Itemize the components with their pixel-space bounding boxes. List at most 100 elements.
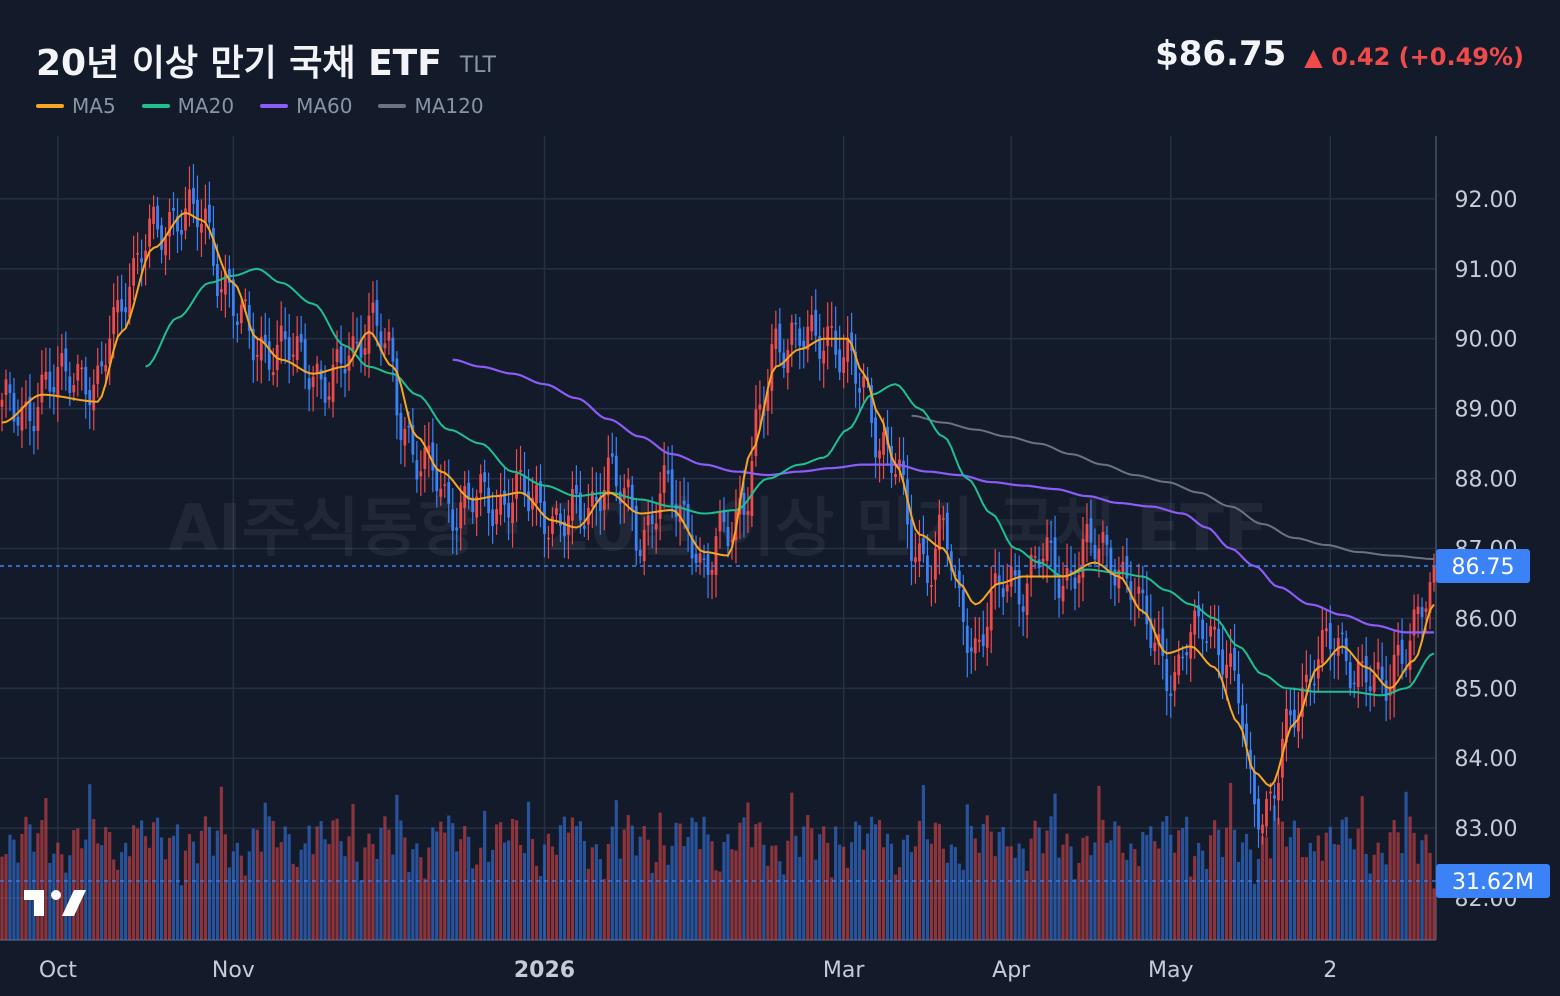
volume-bar <box>367 833 371 940</box>
volume-bar <box>291 863 295 940</box>
volume-bar <box>1165 816 1169 940</box>
volume-bar <box>1324 832 1328 940</box>
candle-body <box>1400 639 1404 664</box>
candle-body <box>1424 608 1428 613</box>
volume-bar <box>355 861 359 940</box>
candle-body <box>479 474 483 494</box>
candle-body <box>758 404 762 410</box>
volume-bar <box>1220 856 1225 940</box>
candle-body <box>1185 652 1189 656</box>
volume-bar <box>455 851 459 940</box>
volume-bar <box>889 843 894 940</box>
volume-bar <box>678 823 682 940</box>
candle-body <box>8 384 12 393</box>
candle-body <box>770 344 774 391</box>
candle-body <box>1089 518 1093 543</box>
volume-bar <box>969 825 973 940</box>
candle-body <box>602 490 606 510</box>
volume-bar <box>443 832 447 940</box>
candle-body <box>172 207 175 211</box>
volume-bar <box>20 833 24 940</box>
volume-bar <box>977 852 981 940</box>
price-change: ▲ 0.42 (+0.49%) <box>1304 43 1524 71</box>
volume-bar <box>798 856 802 940</box>
volume-bar <box>766 865 770 940</box>
x-tick-label: Oct <box>39 958 77 983</box>
candle-body <box>1149 618 1153 649</box>
candle-body <box>343 368 347 374</box>
candle-body <box>192 187 195 204</box>
candle-body <box>223 270 227 295</box>
candle-body <box>128 286 132 318</box>
volume-bar <box>1372 854 1376 940</box>
volume-bar <box>1400 853 1404 940</box>
volume-bar <box>1268 858 1273 940</box>
candle-body <box>1057 578 1061 599</box>
candle-body <box>814 309 818 336</box>
volume-bar <box>323 839 327 940</box>
candle-body <box>399 412 403 440</box>
candle-body <box>507 502 510 518</box>
volume-bar <box>96 843 100 940</box>
candle-body <box>642 529 646 562</box>
candle-body <box>794 322 798 325</box>
candle-body <box>634 505 638 551</box>
volume-bar <box>1013 857 1017 940</box>
volume-bar <box>502 842 507 940</box>
volume-bar <box>295 867 299 940</box>
candle-body <box>487 487 491 514</box>
volume-bar <box>1416 863 1420 940</box>
candle-body <box>551 516 554 534</box>
volume-bar <box>925 839 930 940</box>
volume-bar <box>606 843 610 940</box>
candle-body <box>985 626 989 648</box>
candle-body <box>383 343 387 349</box>
legend-ma20[interactable]: MA20 <box>141 94 234 118</box>
candle-body <box>654 523 658 530</box>
volume-bar <box>100 845 104 940</box>
volume-bar <box>949 844 953 940</box>
candle-body <box>1157 634 1161 646</box>
volume-bar <box>1093 842 1097 940</box>
volume-bar <box>307 825 311 940</box>
volume-bar <box>451 823 455 940</box>
candle-body <box>495 509 499 525</box>
candle-body <box>1376 662 1380 670</box>
volume-bar <box>698 849 702 940</box>
candle-body <box>491 509 495 527</box>
volume-bar <box>1312 851 1316 940</box>
volume-bar <box>682 846 686 940</box>
candle-body <box>662 465 666 493</box>
legend-ma120[interactable]: MA120 <box>378 94 484 118</box>
candle-body <box>1277 783 1280 801</box>
volume-bar <box>1308 842 1312 940</box>
volume-bar <box>203 816 208 940</box>
volume-bar <box>447 815 451 940</box>
volume-bar <box>8 834 12 940</box>
candle-body <box>1225 664 1228 679</box>
volume-bar <box>566 832 571 940</box>
y-tick-label: 89.00 <box>1455 398 1518 423</box>
volume-bar <box>92 819 96 940</box>
volume-bar <box>913 846 918 940</box>
volume-bar <box>514 820 519 940</box>
legend-ma5[interactable]: MA5 <box>36 94 116 118</box>
candle-body <box>1077 575 1081 584</box>
volume-bar <box>706 834 710 940</box>
tradingview-logo <box>24 886 86 924</box>
volume-bar <box>1368 873 1372 940</box>
volume-bar <box>12 839 16 940</box>
candle-body <box>1169 693 1173 697</box>
candle-body <box>666 470 670 474</box>
candle-body <box>1125 556 1129 579</box>
volume-bar <box>1428 852 1432 940</box>
volume-bar <box>1252 883 1257 940</box>
volume-bar <box>223 834 227 940</box>
volume-bar <box>1097 785 1101 940</box>
volume-bar <box>303 843 307 940</box>
legend-ma60[interactable]: MA60 <box>260 94 352 118</box>
volume-bar <box>24 816 28 940</box>
candle-body <box>1165 659 1169 692</box>
volume-bar <box>981 823 985 940</box>
